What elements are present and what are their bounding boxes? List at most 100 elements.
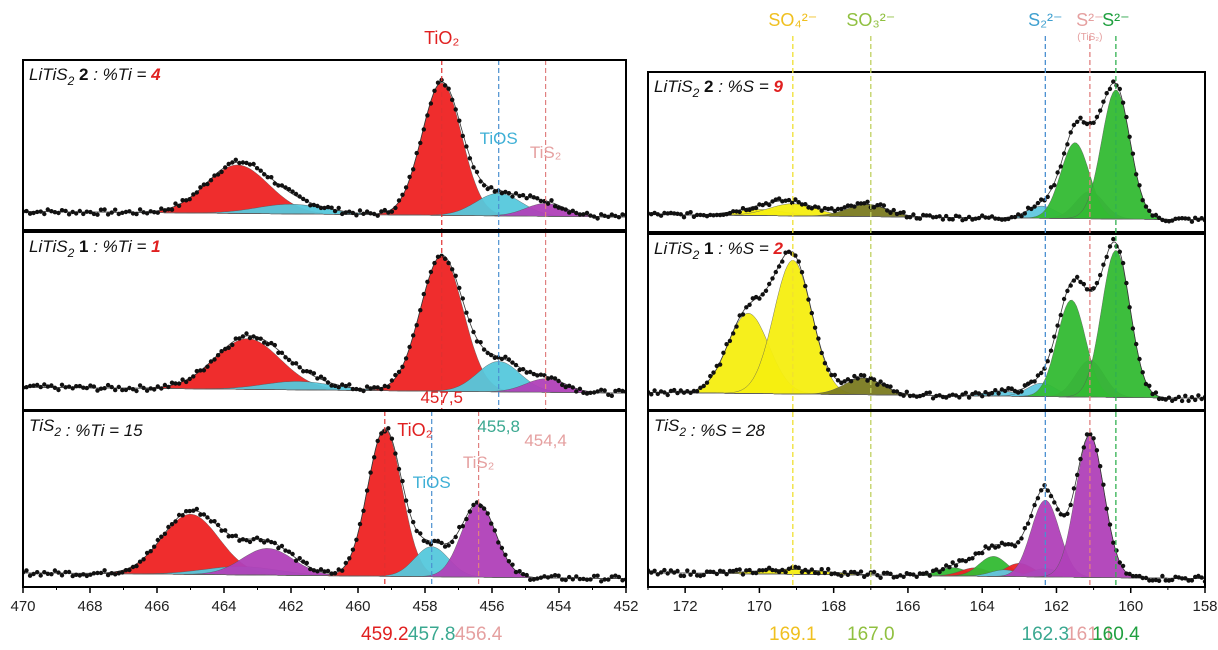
data-point <box>862 373 867 378</box>
data-point <box>924 213 929 218</box>
data-point <box>535 576 540 581</box>
data-point <box>852 373 857 379</box>
data-point <box>819 208 824 213</box>
bottom-value-label: 169.1 <box>769 624 817 645</box>
x-tick-label: 162 <box>1044 598 1069 615</box>
panel-content <box>648 79 1205 224</box>
data-point <box>698 385 703 390</box>
data-point <box>95 388 100 393</box>
data-point <box>1048 348 1054 353</box>
data-point <box>244 538 249 543</box>
data-point <box>1061 151 1067 156</box>
data-point <box>269 539 274 545</box>
data-point <box>1075 274 1080 280</box>
data-point <box>688 572 693 577</box>
data-point <box>1068 502 1073 508</box>
data-point <box>901 574 906 579</box>
data-point <box>760 202 765 208</box>
data-point <box>901 393 906 398</box>
data-point <box>668 388 674 394</box>
data-point <box>816 205 821 210</box>
data-point <box>963 559 968 564</box>
data-point <box>372 211 377 217</box>
data-point <box>609 574 614 579</box>
data-point <box>1002 388 1008 394</box>
data-point <box>492 355 497 360</box>
data-point <box>888 384 893 389</box>
x-tick-label: 170 <box>747 598 772 615</box>
panel-frame <box>22 59 627 231</box>
panel-label-bold: 1 <box>74 237 88 256</box>
data-point <box>152 387 157 392</box>
data-point <box>822 206 828 211</box>
data-point <box>616 387 622 393</box>
data-point <box>1042 483 1047 488</box>
data-point <box>524 196 529 201</box>
data-point <box>1035 200 1041 206</box>
data-point <box>98 570 104 576</box>
data-point <box>694 212 700 218</box>
data-point <box>1147 578 1152 583</box>
data-point <box>826 367 831 372</box>
data-point <box>809 567 814 572</box>
data-point <box>1160 573 1165 579</box>
data-point <box>38 209 43 214</box>
data-point <box>144 550 150 556</box>
data-point <box>658 570 664 575</box>
data-point <box>875 382 880 387</box>
data-point <box>411 167 416 172</box>
data-point <box>1176 394 1182 400</box>
data-point <box>724 572 729 577</box>
data-point <box>1107 244 1113 249</box>
data-point <box>835 378 841 383</box>
data-point <box>283 185 288 190</box>
data-point <box>120 570 125 575</box>
data-point <box>786 197 792 203</box>
data-point <box>960 558 965 563</box>
data-point <box>205 181 210 187</box>
data-point <box>904 389 909 394</box>
data-point <box>1183 216 1188 221</box>
data-point <box>308 203 313 208</box>
data-point <box>467 509 473 514</box>
data-point <box>835 572 841 577</box>
data-point <box>552 573 558 578</box>
data-point <box>116 571 122 576</box>
data-point <box>187 376 192 382</box>
panel-label-subscript: 2 <box>692 248 700 262</box>
data-point <box>528 577 533 582</box>
data-point <box>1055 507 1060 512</box>
data-point <box>1084 121 1090 127</box>
panel-label: LiTiS2 2 : %S = 9 <box>654 77 783 100</box>
data-point <box>891 207 896 213</box>
data-point <box>42 211 47 217</box>
data-point <box>1193 397 1198 403</box>
data-point <box>442 544 448 549</box>
data-point <box>325 204 331 210</box>
data-point <box>973 551 978 556</box>
data-point <box>812 204 818 209</box>
data-point <box>105 572 111 578</box>
data-point <box>1016 540 1021 545</box>
data-point <box>180 513 185 518</box>
data-point <box>113 572 118 577</box>
data-point <box>907 572 913 577</box>
bottom-value-label: 459.2 <box>361 624 409 645</box>
data-point <box>219 349 224 354</box>
data-point <box>1019 214 1024 219</box>
data-point <box>194 506 199 512</box>
panel-label: LiTiS2 1 : %Ti = 1 <box>29 237 161 260</box>
data-point <box>927 213 932 218</box>
data-point <box>891 575 896 580</box>
data-point <box>205 364 210 369</box>
data-point <box>799 270 805 275</box>
panel: TiS2 : %S = 28 <box>647 410 1206 588</box>
data-point <box>940 567 946 572</box>
data-point <box>56 570 61 575</box>
data-point <box>776 264 782 269</box>
data-point <box>708 373 713 379</box>
data-point <box>237 160 242 166</box>
data-point <box>747 302 752 307</box>
data-point <box>750 296 755 301</box>
data-point <box>141 557 146 562</box>
